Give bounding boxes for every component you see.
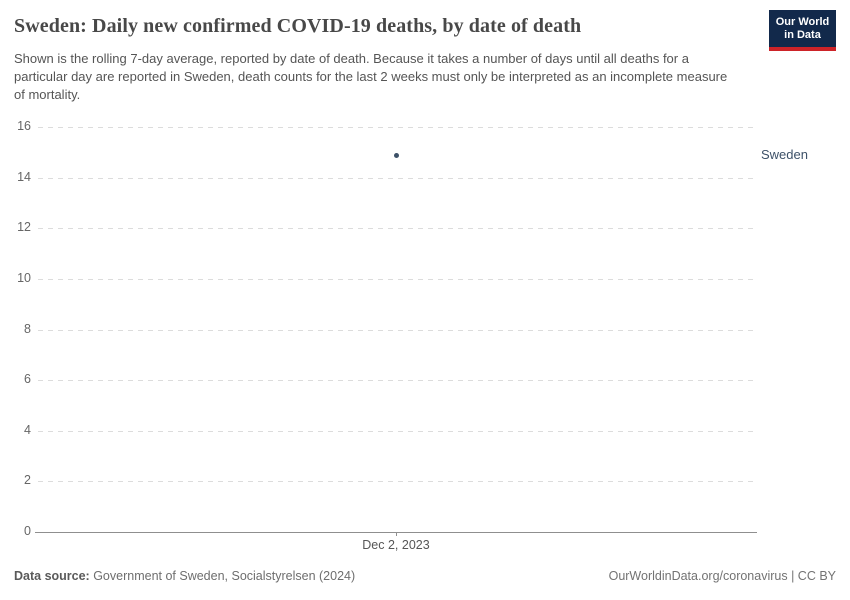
y-gridline [38, 278, 757, 280]
y-gridline [38, 329, 757, 331]
y-gridline [38, 380, 757, 382]
y-axis-tick-label: 16 [17, 119, 31, 133]
y-gridline [38, 177, 757, 179]
chart-subtitle: Shown is the rolling 7-day average, repo… [14, 51, 728, 102]
entity-label[interactable]: Sweden [761, 146, 808, 162]
owid-logo-box: Our World in Data [769, 10, 836, 47]
data-source-line: Data source: Government of Sweden, Socia… [14, 569, 355, 583]
page-title: Sweden: Daily new confirmed COVID-19 dea… [14, 15, 582, 37]
y-gridline [38, 481, 757, 483]
y-axis-tick-label: 10 [17, 270, 31, 285]
y-gridline [38, 228, 757, 230]
y-gridline [38, 430, 757, 432]
x-axis-tick-label: Dec 2, 2023 [362, 538, 430, 552]
y-gridline [38, 127, 757, 128]
data-source-value: Government of Sweden, Socialstyrelsen (2… [89, 569, 356, 583]
owid-logo-line1: Our World [775, 15, 830, 28]
owid-logo[interactable]: Our World in Data [769, 10, 836, 51]
data-source-label: Data source: [14, 569, 90, 583]
y-axis-tick-label: 2 [24, 473, 31, 488]
y-axis-tick-label: 6 [24, 372, 31, 387]
owid-logo-line2: in Data [784, 28, 821, 41]
y-axis-tick-label: 14 [17, 169, 31, 184]
y-axis-tick-label: 12 [17, 220, 31, 235]
y-axis-tick-label: 4 [24, 422, 31, 437]
attribution-link[interactable]: OurWorldinData.org/coronavirus | CC BY [608, 569, 836, 583]
y-axis-tick-label: 0 [24, 524, 31, 538]
data-point[interactable] [394, 152, 399, 158]
owid-logo-red-bar [769, 47, 836, 51]
x-axis-tick-mark [396, 532, 397, 536]
y-axis-tick-label: 8 [24, 321, 31, 336]
